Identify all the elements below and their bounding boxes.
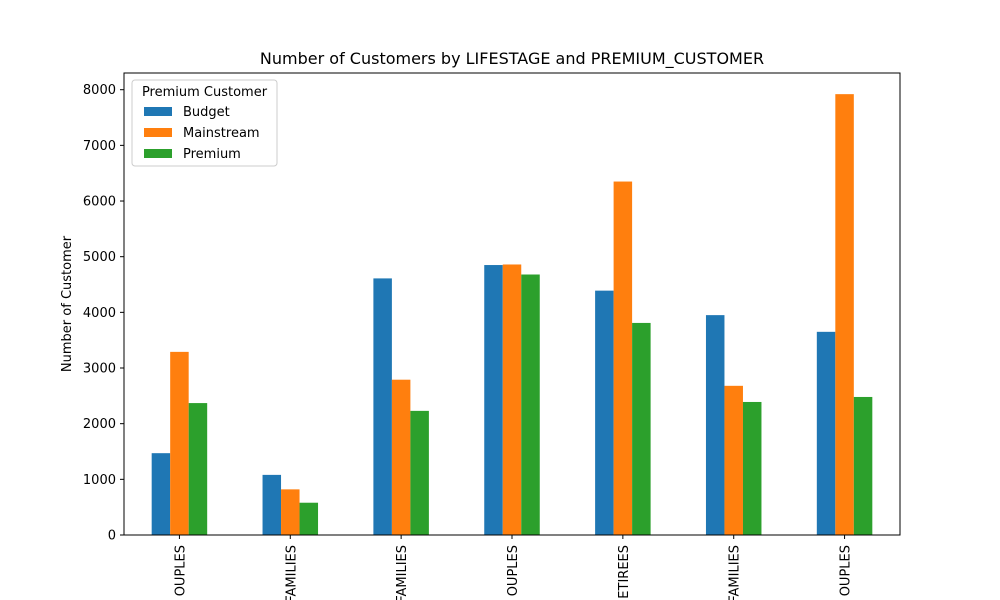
bar-premium-1 — [299, 502, 319, 535]
bar-budget-0 — [151, 453, 171, 535]
y-tick-label: 6000 — [83, 195, 116, 210]
x-tick-label: FAMILIES — [284, 545, 299, 600]
bar-budget-2 — [373, 278, 392, 535]
y-tick-label: 2000 — [83, 417, 116, 432]
y-tick-label: 3000 — [83, 362, 116, 377]
x-tick-label: FAMILIES — [395, 545, 410, 600]
bar-premium-0 — [188, 403, 208, 535]
legend-swatch-mainstream — [144, 128, 172, 137]
bar-premium-5 — [742, 401, 762, 535]
legend-swatch-budget — [144, 107, 172, 116]
bar-premium-3 — [521, 274, 540, 535]
bar-premium-6 — [853, 396, 873, 535]
bar-mainstream-2 — [391, 379, 411, 535]
x-tick-label: OUPLES — [506, 545, 521, 596]
y-tick-label: 8000 — [83, 83, 116, 98]
x-tick-label: ETIREES — [617, 545, 632, 599]
y-tick-label: 1000 — [83, 473, 116, 488]
chart-title: Number of Customers by LIFESTAGE and PRE… — [260, 49, 764, 69]
bars-group — [151, 94, 873, 536]
bar-premium-4 — [632, 322, 651, 535]
legend-title: Premium Customer — [142, 85, 268, 100]
x-tick-label: FAMILIES — [728, 545, 743, 600]
bar-budget-5 — [705, 315, 725, 535]
y-tick-label: 7000 — [83, 139, 116, 154]
legend-label-mainstream: Mainstream — [183, 126, 260, 141]
bar-mainstream-1 — [281, 489, 300, 535]
plot-frame — [123, 72, 901, 536]
bar-budget-3 — [484, 265, 503, 535]
y-axis-label: Number of Customer — [60, 235, 75, 372]
x-tick-label: OUPLES — [173, 545, 188, 596]
legend-swatch-premium — [144, 149, 172, 158]
y-ticks-group: 0 1000 2000 3000 4000 5000 6000 7000 8000 — [83, 83, 124, 544]
bar-premium-2 — [410, 410, 429, 535]
bar-mainstream-6 — [835, 94, 854, 536]
bar-budget-6 — [816, 331, 836, 535]
legend-box — [131, 79, 278, 167]
y-tick-label: 5000 — [83, 250, 116, 265]
legend-label-premium: Premium — [183, 147, 241, 162]
bar-mainstream-0 — [170, 351, 189, 535]
legend: Premium Customer Budget Mainstream Premium — [131, 79, 278, 167]
bar-mainstream-5 — [724, 385, 743, 535]
bar-mainstream-4 — [613, 181, 633, 536]
bar-budget-1 — [262, 474, 282, 535]
y-tick-label: 0 — [108, 529, 116, 544]
y-tick-label: 4000 — [83, 306, 116, 321]
legend-label-budget: Budget — [183, 105, 230, 120]
x-tick-label: OUPLES — [839, 545, 854, 596]
bar-mainstream-3 — [502, 264, 522, 535]
x-ticks-group: OUPLES FAMILIES FAMILIES OUPLES ETIREES FAMIL… — [173, 535, 854, 600]
bar-budget-4 — [595, 290, 614, 535]
